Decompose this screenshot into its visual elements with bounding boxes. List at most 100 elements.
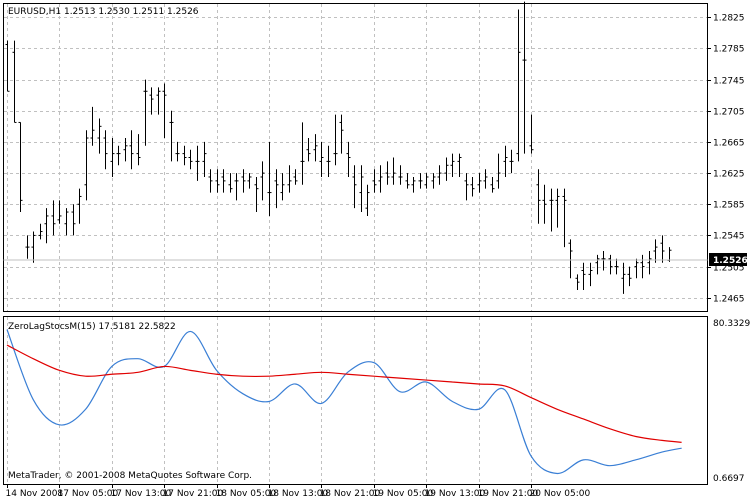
price-bar <box>306 138 311 162</box>
price-bar <box>18 121 23 213</box>
indicator-max-label: 80.3329 <box>713 319 750 329</box>
price-bar <box>391 157 396 185</box>
price-bar <box>595 254 600 275</box>
price-bar <box>352 165 357 209</box>
price-bar <box>280 173 285 201</box>
price-bar <box>12 40 17 123</box>
price-bar <box>536 169 541 224</box>
price-tick-label: 1.2625 <box>713 170 745 180</box>
price-bar <box>162 83 167 139</box>
price-bar <box>496 153 501 189</box>
indicator-panel-frame <box>3 316 708 485</box>
price-bar <box>588 262 593 287</box>
price-bar <box>581 262 586 290</box>
price-bar <box>621 262 626 294</box>
price-bar <box>64 208 69 236</box>
price-bar <box>5 40 10 92</box>
price-bar <box>522 1 527 154</box>
price-bar <box>457 153 462 177</box>
price-bar <box>568 239 573 279</box>
price-bar <box>44 208 49 244</box>
price-bar <box>359 165 364 213</box>
price-bar <box>411 176 416 193</box>
price-bar <box>653 239 658 263</box>
indicator-slow-line <box>6 344 682 443</box>
time-tick-label: 20 Nov 05:00 <box>530 489 591 499</box>
price-bar <box>385 161 390 185</box>
price-bar <box>143 79 148 146</box>
price-bar <box>71 204 76 236</box>
price-bar <box>372 169 377 193</box>
price-bar <box>313 134 318 162</box>
price-axis: 1.2825 1.2785 1.2745 1.2705 1.2665 1.2625 1.25… <box>707 14 745 305</box>
price-bar <box>437 165 442 185</box>
price-bar <box>365 184 370 216</box>
price-bar <box>228 173 233 193</box>
time-tick-label: 17 Nov 05:00 <box>58 489 119 499</box>
current-price-label: 1.2526 <box>713 256 748 266</box>
price-tick-label: 1.2705 <box>713 108 745 118</box>
price-bar <box>431 173 436 189</box>
price-bar <box>175 141 180 162</box>
price-bar <box>221 169 226 193</box>
time-tick-label: 17 Nov 13:00 <box>111 489 172 499</box>
indicator-lines <box>6 329 682 475</box>
price-bar <box>333 114 338 166</box>
price-bar <box>503 145 508 177</box>
price-bar <box>254 176 259 213</box>
price-bar <box>129 130 134 170</box>
price-bar <box>405 173 410 189</box>
price-bar <box>149 87 154 115</box>
price-bar <box>182 145 187 166</box>
copyright-label: MetaTrader, © 2001-2008 MetaQuotes Softw… <box>8 471 252 481</box>
price-tick-label: 1.2745 <box>713 77 745 87</box>
indicator-min-label: 0.6697 <box>713 474 745 484</box>
price-tick-label: 1.2465 <box>713 295 745 305</box>
price-bar <box>424 173 429 189</box>
time-tick-label: 18 Nov 13:00 <box>268 489 329 499</box>
price-bar <box>188 149 193 170</box>
price-bar <box>477 173 482 193</box>
price-bar <box>627 266 632 287</box>
price-bar <box>319 141 324 177</box>
price-bar <box>293 169 298 185</box>
price-bar <box>267 141 272 216</box>
price-bar <box>398 165 403 185</box>
price-bar <box>450 153 455 177</box>
price-bar <box>241 169 246 193</box>
indicator-axis: 80.3329 0.6697 <box>713 319 750 484</box>
price-bar <box>549 188 554 232</box>
price-bar <box>647 251 652 275</box>
price-bar <box>274 169 279 209</box>
price-bar <box>640 254 645 279</box>
price-bar <box>562 188 567 248</box>
price-bar <box>84 130 89 201</box>
price-bar <box>608 254 613 275</box>
price-tick-label: 1.2785 <box>713 45 745 55</box>
price-bar <box>57 200 62 224</box>
price-bar <box>490 176 495 193</box>
indicator-panel-header: ZeroLagStocsM(15) 17.5181 22.5822 <box>8 322 176 332</box>
time-tick-label: 19 Nov 05:00 <box>373 489 434 499</box>
price-bar <box>660 235 665 263</box>
price-bar <box>202 141 207 177</box>
price-bar <box>25 235 30 259</box>
price-bar <box>339 114 344 154</box>
price-bar <box>38 223 43 240</box>
price-bar <box>326 145 331 177</box>
price-bar <box>215 169 220 193</box>
price-bar <box>634 258 639 279</box>
price-tick-label: 1.2585 <box>713 201 745 211</box>
price-bar <box>346 141 351 177</box>
price-bar <box>208 169 213 193</box>
price-tick-label: 1.2545 <box>713 232 745 242</box>
time-tick-label: 17 Nov 21:00 <box>163 489 224 499</box>
price-bar <box>51 200 56 236</box>
price-bar <box>169 110 174 162</box>
price-bar <box>575 274 580 290</box>
price-bar <box>110 138 115 177</box>
price-bar <box>195 145 200 181</box>
price-bar <box>542 184 547 224</box>
